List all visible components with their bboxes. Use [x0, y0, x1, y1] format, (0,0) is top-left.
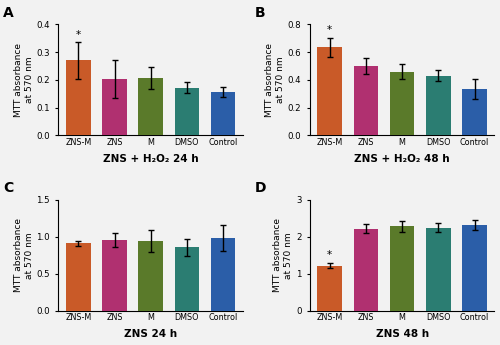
Bar	[102, 79, 127, 136]
Text: A: A	[3, 6, 13, 20]
Bar	[211, 238, 236, 311]
X-axis label: ZNS 24 h: ZNS 24 h	[124, 329, 178, 339]
Bar	[138, 78, 163, 136]
Text: D: D	[254, 181, 266, 195]
X-axis label: ZNS + H₂O₂ 24 h: ZNS + H₂O₂ 24 h	[103, 154, 198, 164]
Bar	[138, 241, 163, 311]
Bar	[66, 60, 90, 136]
Bar	[462, 225, 487, 311]
X-axis label: ZNS + H₂O₂ 48 h: ZNS + H₂O₂ 48 h	[354, 154, 450, 164]
Bar	[390, 71, 414, 136]
Text: *: *	[76, 30, 81, 40]
Bar	[102, 240, 127, 311]
Bar	[426, 76, 450, 136]
Y-axis label: MTT absorbance
at 570 nm: MTT absorbance at 570 nm	[265, 43, 285, 117]
Bar	[462, 89, 487, 136]
Bar	[354, 228, 378, 311]
Text: B: B	[254, 6, 265, 20]
Bar	[426, 228, 450, 311]
Y-axis label: MTT absorbance
at 570 nm: MTT absorbance at 570 nm	[14, 43, 34, 117]
Y-axis label: MTT absorbance
at 570 nm: MTT absorbance at 570 nm	[14, 218, 34, 292]
Y-axis label: MTT absorbance
at 570 nm: MTT absorbance at 570 nm	[273, 218, 293, 292]
X-axis label: ZNS 48 h: ZNS 48 h	[376, 329, 428, 339]
Bar	[390, 226, 414, 311]
Text: *: *	[327, 25, 332, 35]
Text: *: *	[327, 250, 332, 260]
Bar	[66, 243, 90, 311]
Bar	[174, 247, 199, 311]
Text: C: C	[3, 181, 13, 195]
Bar	[318, 266, 342, 311]
Bar	[354, 66, 378, 136]
Bar	[174, 88, 199, 136]
Bar	[211, 92, 236, 136]
Bar	[318, 47, 342, 136]
